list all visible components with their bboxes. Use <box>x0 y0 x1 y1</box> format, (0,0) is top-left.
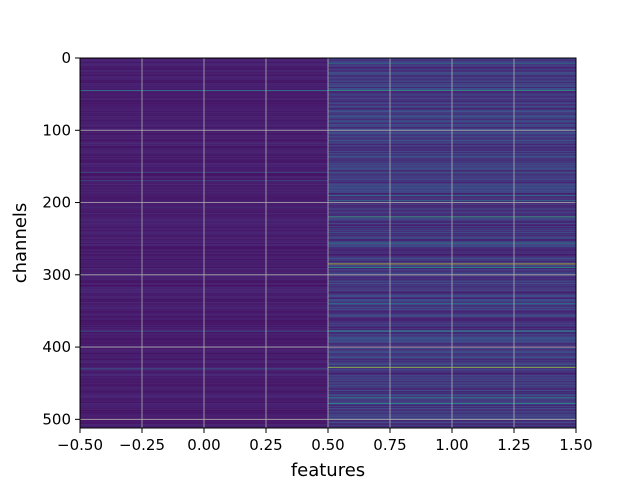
y-axis-label: channels <box>10 203 31 284</box>
y-tick-label: 100 <box>42 121 71 139</box>
y-tick-label: 400 <box>42 338 71 356</box>
y-axis-ticks: 0 100 200 300 400 500 <box>42 49 80 428</box>
x-tick-label: −0.25 <box>119 436 165 454</box>
x-tick-label: 1.00 <box>435 436 468 454</box>
x-tick-label: −0.50 <box>57 436 103 454</box>
x-tick-label: 1.25 <box>497 436 530 454</box>
y-tick-label: 0 <box>61 49 71 67</box>
y-tick-label: 300 <box>42 266 71 284</box>
x-tick-label: 0.75 <box>373 436 406 454</box>
x-tick-label: 1.50 <box>559 436 592 454</box>
x-tick-label: 0.00 <box>187 436 220 454</box>
y-tick-label: 200 <box>42 194 71 212</box>
x-tick-label: 0.50 <box>311 436 344 454</box>
y-tick-label: 500 <box>42 410 71 428</box>
x-tick-label: 0.25 <box>249 436 282 454</box>
x-axis-label: features <box>291 460 365 480</box>
x-axis-ticks: −0.50 −0.25 0.00 0.25 0.50 0.75 1.00 1.25 1.50 <box>57 428 593 454</box>
